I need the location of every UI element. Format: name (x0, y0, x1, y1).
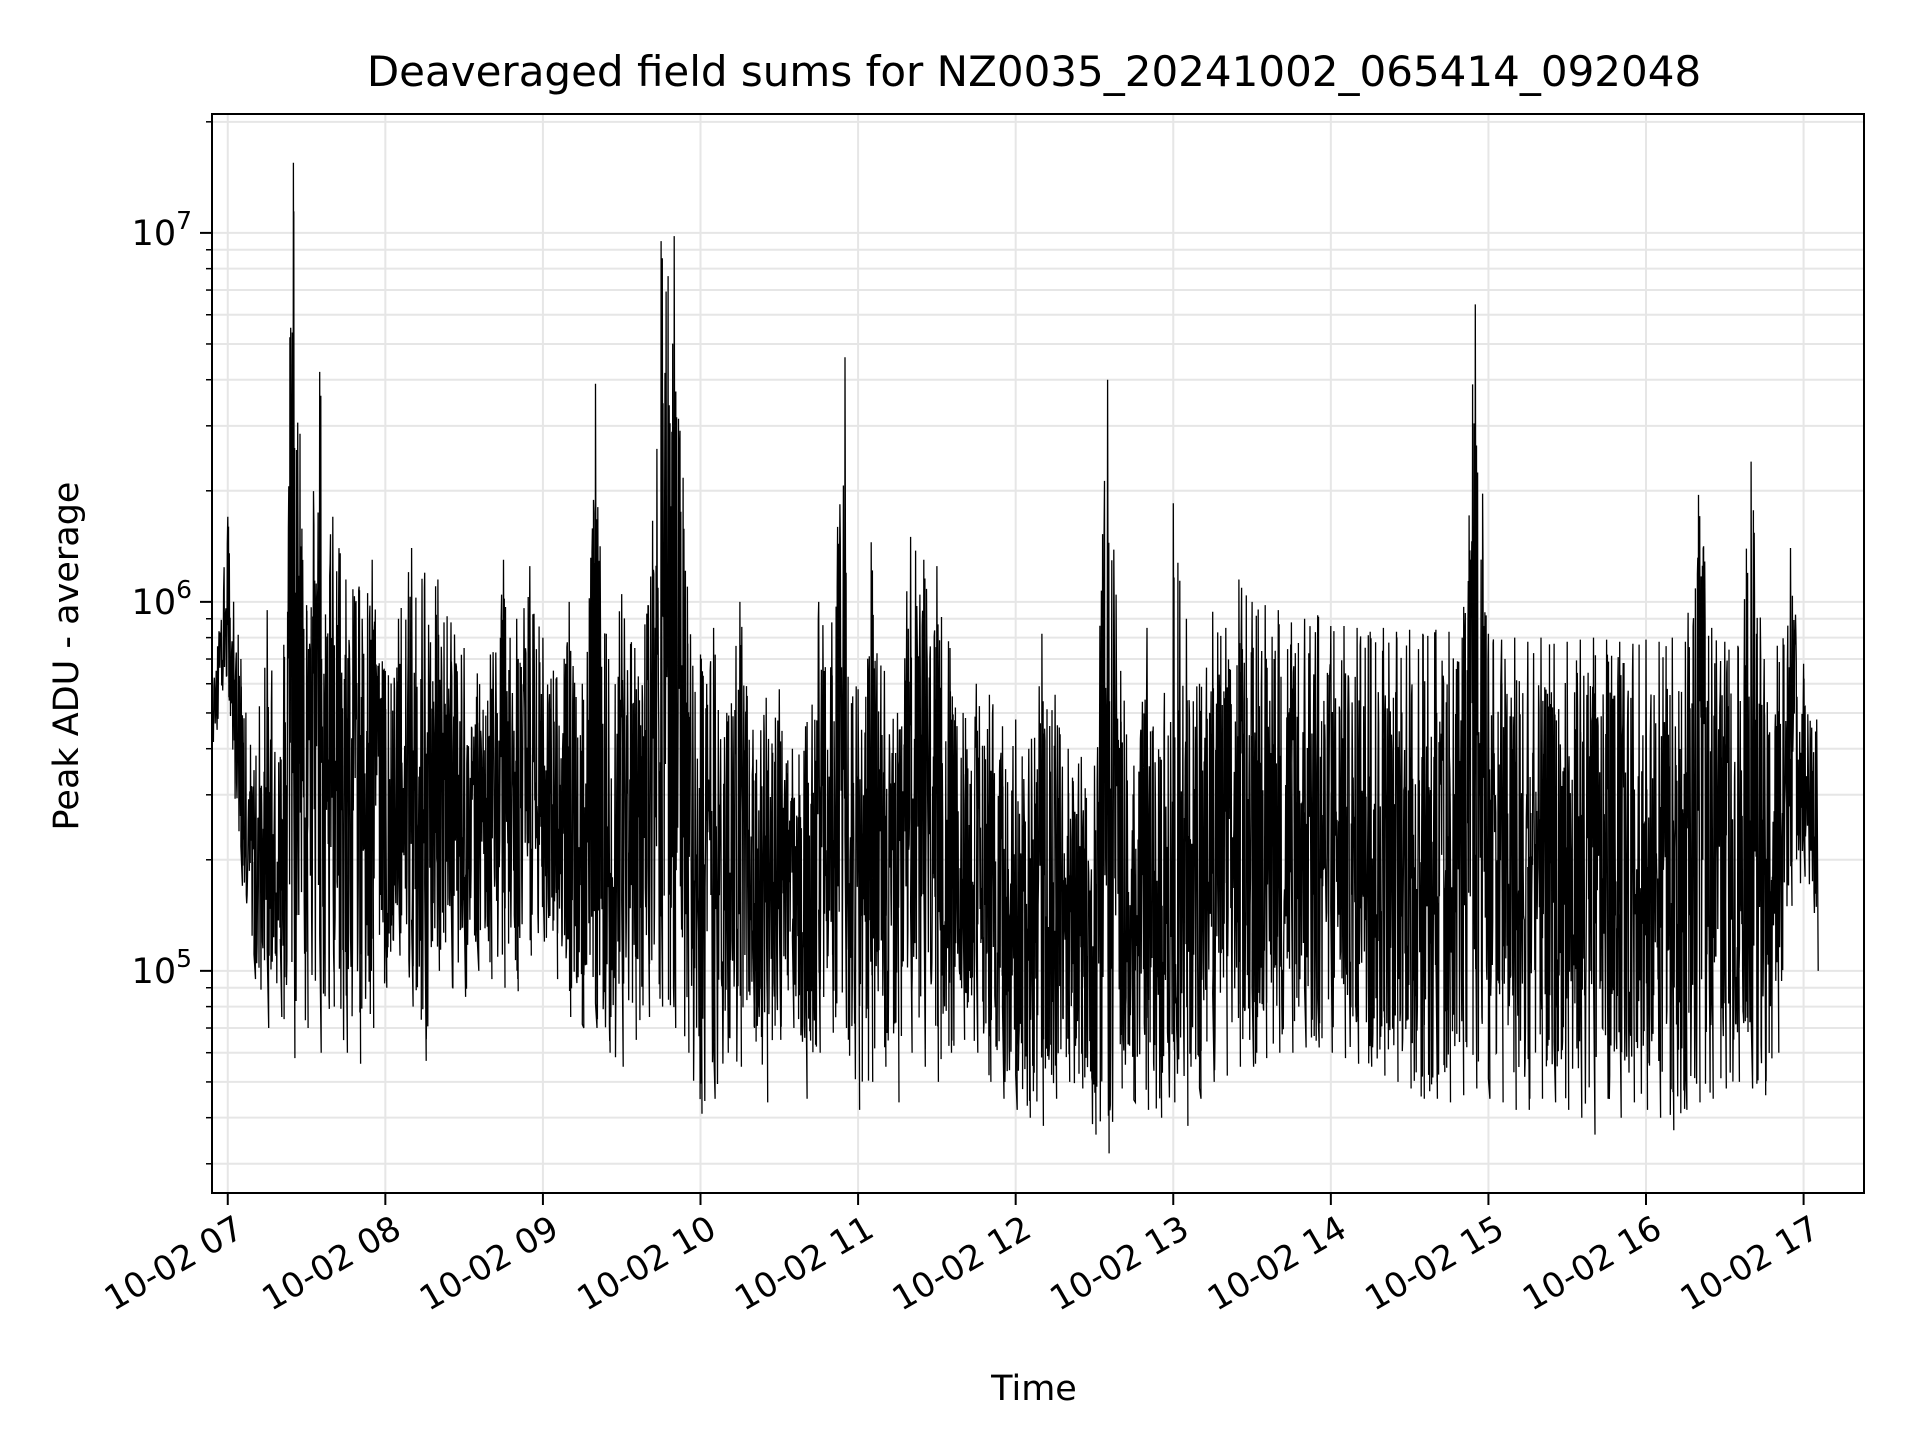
series-path (211, 162, 1819, 1154)
chart-title: Deaveraged field sums for NZ0035_2024100… (367, 47, 1701, 96)
y-tick-label: 107 (132, 206, 192, 254)
y-tick-label: 106 (132, 575, 192, 623)
y-axis-label: Peak ADU - average (47, 482, 87, 831)
x-axis-label: Time (990, 1369, 1077, 1409)
series-line (211, 162, 1819, 1154)
y-tick-label: 105 (132, 944, 192, 992)
plot-frame (211, 113, 1865, 1194)
